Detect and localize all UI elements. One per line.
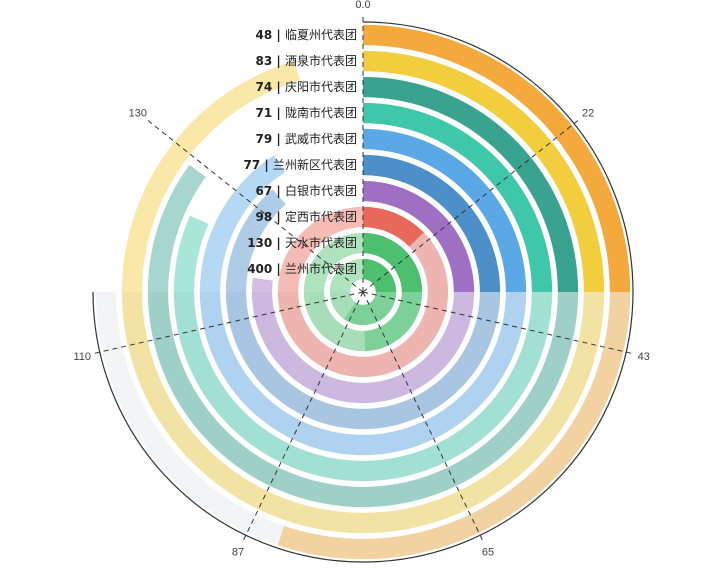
category-label: 48 | 临夏州代表团 <box>256 28 357 42</box>
category-label: 77 | 兰州新区代表团 <box>244 157 357 172</box>
category-value: 71 | <box>256 106 285 120</box>
angle-tick-label: 65 <box>482 546 494 558</box>
radial-bar <box>363 258 397 292</box>
category-label: 71 | 陇南市代表团 <box>256 105 357 120</box>
category-name: 兰州市代表团 <box>285 261 357 276</box>
category-name: 兰州新区代表团 <box>273 157 357 172</box>
category-value: 130 | <box>247 236 285 250</box>
category-value: 48 | <box>256 28 285 42</box>
angle-spoke <box>241 291 364 543</box>
category-value: 400 | <box>247 262 285 276</box>
angle-axis: 0.0 22 43 65 87 110 130 <box>73 0 650 563</box>
angle-tick-label: 43 <box>638 351 650 363</box>
bar-series <box>121 24 631 560</box>
radial-bar <box>363 180 475 292</box>
radial-bar <box>363 206 424 247</box>
category-label: 83 | 酒泉市代表团 <box>256 53 357 68</box>
angle-tick-label: 22 <box>582 107 594 119</box>
angle-spoke <box>91 291 364 355</box>
radial-bar <box>343 292 397 326</box>
category-value: 74 | <box>256 80 285 94</box>
radial-bar <box>363 232 423 292</box>
angle-tick-label: 0.0 <box>355 0 370 11</box>
category-value: 79 | <box>256 132 285 146</box>
category-name: 临夏州代表团 <box>285 28 357 42</box>
category-name: 陇南市代表团 <box>285 105 357 120</box>
angle-tick-label: 130 <box>129 107 147 119</box>
category-value: 83 | <box>256 54 285 68</box>
category-label: 67 | 白银市代表团 <box>256 183 357 198</box>
angle-spoke <box>362 118 581 293</box>
radial-bar <box>225 189 501 430</box>
radial-bar <box>251 277 475 404</box>
category-value: 77 | <box>244 158 273 172</box>
category-label: 130 | 天水市代表团 <box>247 235 357 250</box>
category-name: 定西市代表团 <box>285 209 357 224</box>
radial-bar <box>363 50 605 293</box>
category-value: 67 | <box>256 184 285 198</box>
category-label: 400 | 兰州市代表团 <box>247 261 357 276</box>
angle-tick-label: 87 <box>232 546 244 558</box>
radial-bar <box>363 76 579 292</box>
angle-spoke <box>362 291 635 355</box>
angle-tick-label: 110 <box>73 351 91 363</box>
category-label: 79 | 武威市代表团 <box>256 131 357 146</box>
angle-spoke <box>362 291 485 543</box>
category-value: 98 | <box>256 210 285 224</box>
radial-bar <box>363 128 527 292</box>
category-label: 98 | 定西市代表团 <box>256 209 357 224</box>
radial-bar <box>147 164 579 508</box>
category-name: 庆阳市代表团 <box>285 79 357 94</box>
outer-axis-arc <box>92 21 634 563</box>
label-area-mask <box>83 12 363 292</box>
radial-bar <box>363 24 631 292</box>
radial-bar <box>364 292 423 352</box>
angle-spoke <box>145 118 364 293</box>
category-name: 天水市代表团 <box>285 235 357 250</box>
category-label: 74 | 庆阳市代表团 <box>256 79 357 94</box>
category-name: 酒泉市代表团 <box>285 53 357 68</box>
category-name: 白银市代表团 <box>285 183 357 198</box>
radial-bar <box>363 154 501 292</box>
radial-bar <box>363 102 553 292</box>
category-name: 武威市代表团 <box>285 131 357 146</box>
